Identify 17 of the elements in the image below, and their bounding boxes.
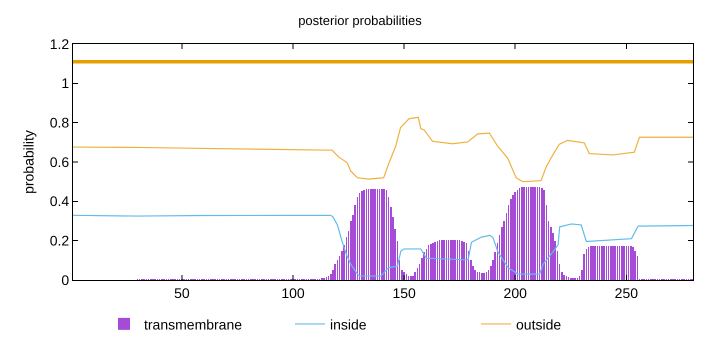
y-tick-label: 1.2 <box>50 36 70 52</box>
legend-label: outside <box>516 316 562 332</box>
chart-title: posterior probabilities <box>298 12 422 28</box>
y-axis-title: probability <box>20 130 36 194</box>
x-tick-label: 100 <box>281 284 305 301</box>
y-tick-label: 1 <box>61 75 70 92</box>
y-tick-label: 0 <box>61 272 70 288</box>
x-tick-label: 250 <box>614 284 638 301</box>
x-tick-label: 50 <box>174 284 190 301</box>
y-tick-label: 0.6 <box>50 154 70 170</box>
y-tick-label: 0.2 <box>50 232 70 249</box>
y-tick-label: 0.8 <box>50 114 70 131</box>
x-tick-label: 150 <box>392 284 416 301</box>
legend-label: inside <box>330 316 367 332</box>
x-tick-label: 200 <box>504 284 528 301</box>
legend-label: transmembrane <box>144 316 242 332</box>
y-tick-label: 0.4 <box>50 193 70 210</box>
